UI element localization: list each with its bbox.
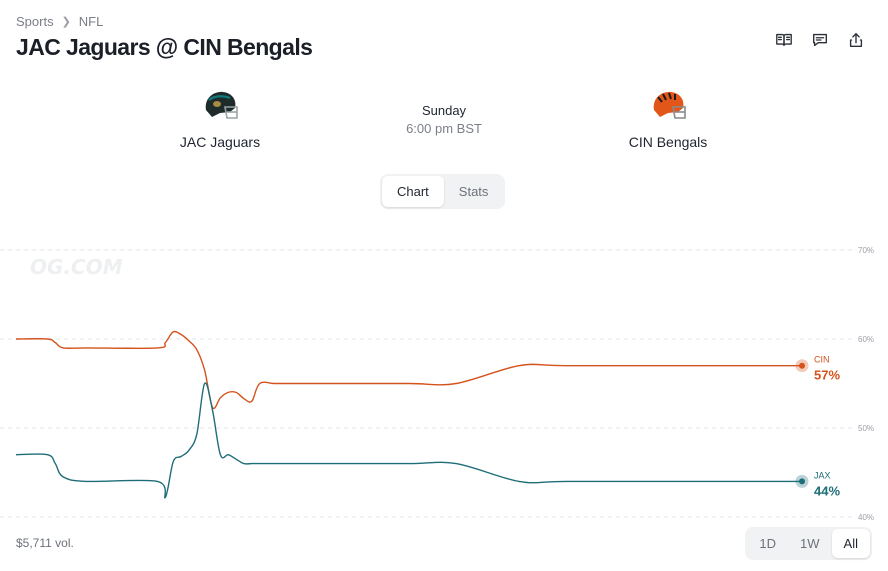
series-line-jax: [15, 382, 802, 499]
tab-stats[interactable]: Stats: [458, 184, 489, 199]
end-point-jax[interactable]: [799, 478, 805, 485]
home-team-name: CIN Bengals: [628, 134, 708, 150]
share-icon[interactable]: [846, 30, 866, 50]
game-info: Sunday 6:00 pm BST: [364, 103, 524, 136]
away-team-name: JAC Jaguars: [179, 134, 261, 150]
series-line-cin: [15, 330, 802, 410]
series-value-jax: 44%: [814, 483, 840, 498]
team-home[interactable]: CIN Bengals: [588, 88, 748, 150]
series-name-jax: JAX: [814, 470, 831, 480]
breadcrumb-nfl-link[interactable]: NFL: [78, 14, 104, 29]
y-tick-label: 70%: [858, 246, 874, 255]
y-tick-label: 60%: [858, 335, 874, 344]
breadcrumb: Sports ❯ NFL: [16, 14, 103, 29]
game-day: Sunday: [421, 103, 467, 118]
view-toggle: Chart Stats: [380, 174, 506, 209]
bengals-helmet-icon: [653, 91, 686, 119]
volume-label: $5,711 vol.: [16, 536, 74, 550]
range-all[interactable]: All: [831, 529, 870, 558]
book-icon[interactable]: [774, 30, 794, 50]
game-time: 6:00 pm BST: [406, 121, 482, 136]
range-toggle: 1D 1W All: [745, 527, 872, 560]
series-name-cin: CIN: [814, 355, 830, 365]
price-chart: OG.COM 70% 60% 50% 40% CIN 57% JAX 44%: [0, 236, 888, 526]
range-1w[interactable]: 1W: [800, 536, 820, 551]
top-actions: [774, 30, 866, 50]
chevron-right-icon: ❯: [61, 16, 71, 28]
tab-chart[interactable]: Chart: [382, 176, 444, 207]
chart-svg: OG.COM 70% 60% 50% 40% CIN 57% JAX 44%: [0, 246, 874, 522]
breadcrumb-sports-link[interactable]: Sports: [16, 14, 54, 29]
y-tick-label: 50%: [858, 424, 874, 433]
comment-icon[interactable]: [810, 30, 830, 50]
y-tick-label: 40%: [858, 513, 874, 522]
page-title: JAC Jaguars @ CIN Bengals: [16, 34, 313, 60]
watermark-logo: OG.COM: [30, 255, 123, 279]
series-value-cin: 57%: [814, 368, 840, 383]
end-point-cin[interactable]: [799, 362, 805, 369]
range-1d[interactable]: 1D: [759, 536, 777, 551]
team-away[interactable]: JAC Jaguars: [140, 88, 300, 150]
jaguars-helmet-icon: [205, 91, 238, 119]
